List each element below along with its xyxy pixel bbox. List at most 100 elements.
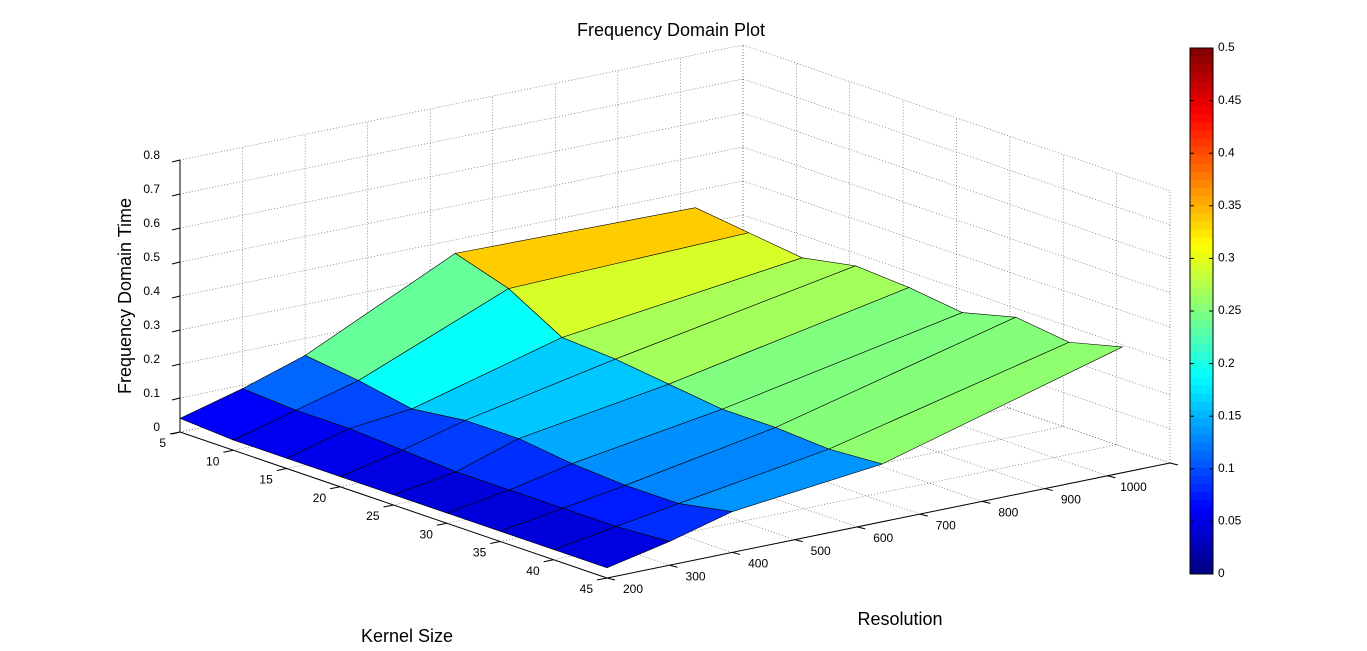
colorbar-swatch	[1190, 212, 1213, 222]
colorbar-swatch	[1190, 286, 1213, 296]
tick-mark	[1107, 475, 1116, 479]
colorbar-swatch	[1190, 557, 1213, 567]
tick-mark	[383, 504, 394, 508]
colorbar-swatch	[1190, 261, 1213, 271]
colorbar-tick-label: 0.4	[1218, 145, 1235, 159]
y-tick-label: 30	[420, 527, 434, 541]
z-tick-label: 0.4	[143, 284, 160, 298]
x-tick-label: 800	[998, 506, 1018, 520]
colorbar-swatch	[1190, 253, 1213, 263]
colorbar-swatch	[1190, 417, 1213, 427]
colorbar-tick-label: 0.25	[1218, 303, 1242, 317]
tick-mark	[171, 329, 181, 333]
tick-mark	[596, 577, 608, 581]
colorbar-swatch	[1190, 360, 1213, 370]
colorbar-swatch	[1190, 352, 1213, 361]
colorbar-swatch	[1190, 508, 1213, 517]
colorbar-swatch	[1190, 89, 1213, 98]
tick-mark	[794, 539, 803, 543]
colorbar-swatch	[1190, 500, 1213, 509]
colorbar-swatch	[1190, 179, 1213, 189]
axes: 0 0.1 0.2 0.3 0.4 0.5 0.6 0.7 0.8 5 10 15 20 25 30 35 40…	[143, 148, 1199, 596]
x-tick-label: 200	[623, 582, 643, 596]
surface	[179, 207, 1124, 569]
y-tick-label: 45	[580, 582, 594, 596]
colorbar-swatch	[1190, 516, 1213, 526]
colorbar-swatch	[1190, 426, 1213, 435]
tick-mark	[223, 449, 234, 453]
y-tick-label: 35	[473, 546, 487, 560]
colorbar-swatch	[1190, 524, 1213, 534]
colorbar-swatch	[1190, 220, 1213, 230]
colorbar-swatch	[1190, 458, 1213, 468]
colorbar-tick-label: 0.1	[1218, 461, 1235, 475]
colorbar-swatch	[1190, 434, 1213, 443]
colorbar-tick-label: 0.3	[1218, 251, 1235, 265]
colorbar-swatch	[1190, 187, 1213, 197]
colorbar-swatch	[1190, 302, 1213, 312]
colorbar-swatch	[1190, 541, 1213, 550]
colorbar-swatch	[1190, 294, 1213, 304]
y-tick-label: 25	[366, 509, 380, 523]
colorbar-swatch	[1190, 278, 1213, 287]
colorbar-swatch	[1190, 237, 1213, 246]
colorbar-swatch	[1190, 327, 1213, 337]
surface-facet	[552, 526, 671, 569]
z-axis-label: Frequency Domain Time	[115, 198, 135, 394]
x-axis-label: Resolution	[857, 609, 942, 629]
colorbar-swatch	[1190, 80, 1213, 90]
x-tick-label: 600	[873, 531, 893, 545]
tick-mark	[171, 159, 181, 163]
colorbar-swatch	[1190, 401, 1213, 411]
colorbar-tick-label: 0	[1218, 566, 1225, 580]
z-tick-label: 0	[153, 420, 160, 434]
colorbar-swatch	[1190, 121, 1213, 131]
colorbar-swatch	[1190, 565, 1213, 575]
colorbar-swatch	[1190, 269, 1213, 279]
tick-mark	[1044, 488, 1054, 492]
colorbar-swatch	[1190, 195, 1213, 205]
colorbar-swatch	[1190, 105, 1213, 115]
colorbar-swatch	[1190, 48, 1213, 57]
y-tick-label: 20	[313, 491, 327, 505]
colorbar-tick-label: 0.2	[1218, 356, 1235, 370]
colorbar-tick-label: 0.5	[1218, 40, 1235, 54]
colorbar-tick-label: 0.35	[1218, 198, 1242, 212]
colorbar-swatch	[1190, 483, 1213, 493]
colorbar-swatch	[1190, 368, 1213, 378]
chart-title: Frequency Domain Plot	[577, 20, 765, 40]
tick-mark	[490, 541, 501, 544]
tick-mark	[171, 295, 181, 299]
x-tick-label: 300	[686, 569, 706, 583]
z-tick-label: 0.2	[143, 352, 160, 366]
tick-mark	[919, 513, 928, 517]
colorbar-swatch	[1190, 467, 1213, 476]
colorbar-swatch	[1190, 204, 1213, 213]
tick-mark	[982, 500, 991, 504]
y-tick-label: 40	[526, 564, 540, 578]
colorbar-swatch	[1190, 64, 1213, 74]
colorbar-tick-label: 0.15	[1218, 408, 1242, 422]
colorbar-swatch	[1190, 475, 1213, 485]
tick-mark	[171, 261, 181, 265]
colorbar-tick-label: 0.45	[1218, 93, 1242, 107]
colorbar-swatch	[1190, 335, 1213, 345]
x-tick-label: 700	[936, 518, 956, 532]
colorbar: 0 0.05 0.1 0.15 0.2 0.25 0.3 0.35 0.4 0.45 0.5	[1189, 40, 1242, 580]
colorbar-swatch	[1190, 56, 1213, 65]
colorbar-swatch	[1190, 532, 1213, 542]
grid-line	[742, 146, 1171, 294]
colorbar-swatch	[1190, 343, 1213, 353]
x-tick-label: 400	[748, 557, 768, 571]
colorbar-swatch	[1190, 245, 1213, 254]
y-tick-label: 10	[206, 454, 220, 468]
colorbar-swatch	[1190, 450, 1213, 460]
tick-mark	[276, 468, 287, 471]
x-axis	[606, 462, 1171, 579]
x-tick-label: 900	[1061, 493, 1081, 507]
grid-line	[179, 44, 744, 161]
tick-mark	[169, 431, 181, 435]
tick-mark	[669, 564, 678, 568]
colorbar-swatch	[1190, 138, 1213, 148]
y-tick-label: 15	[259, 473, 273, 487]
